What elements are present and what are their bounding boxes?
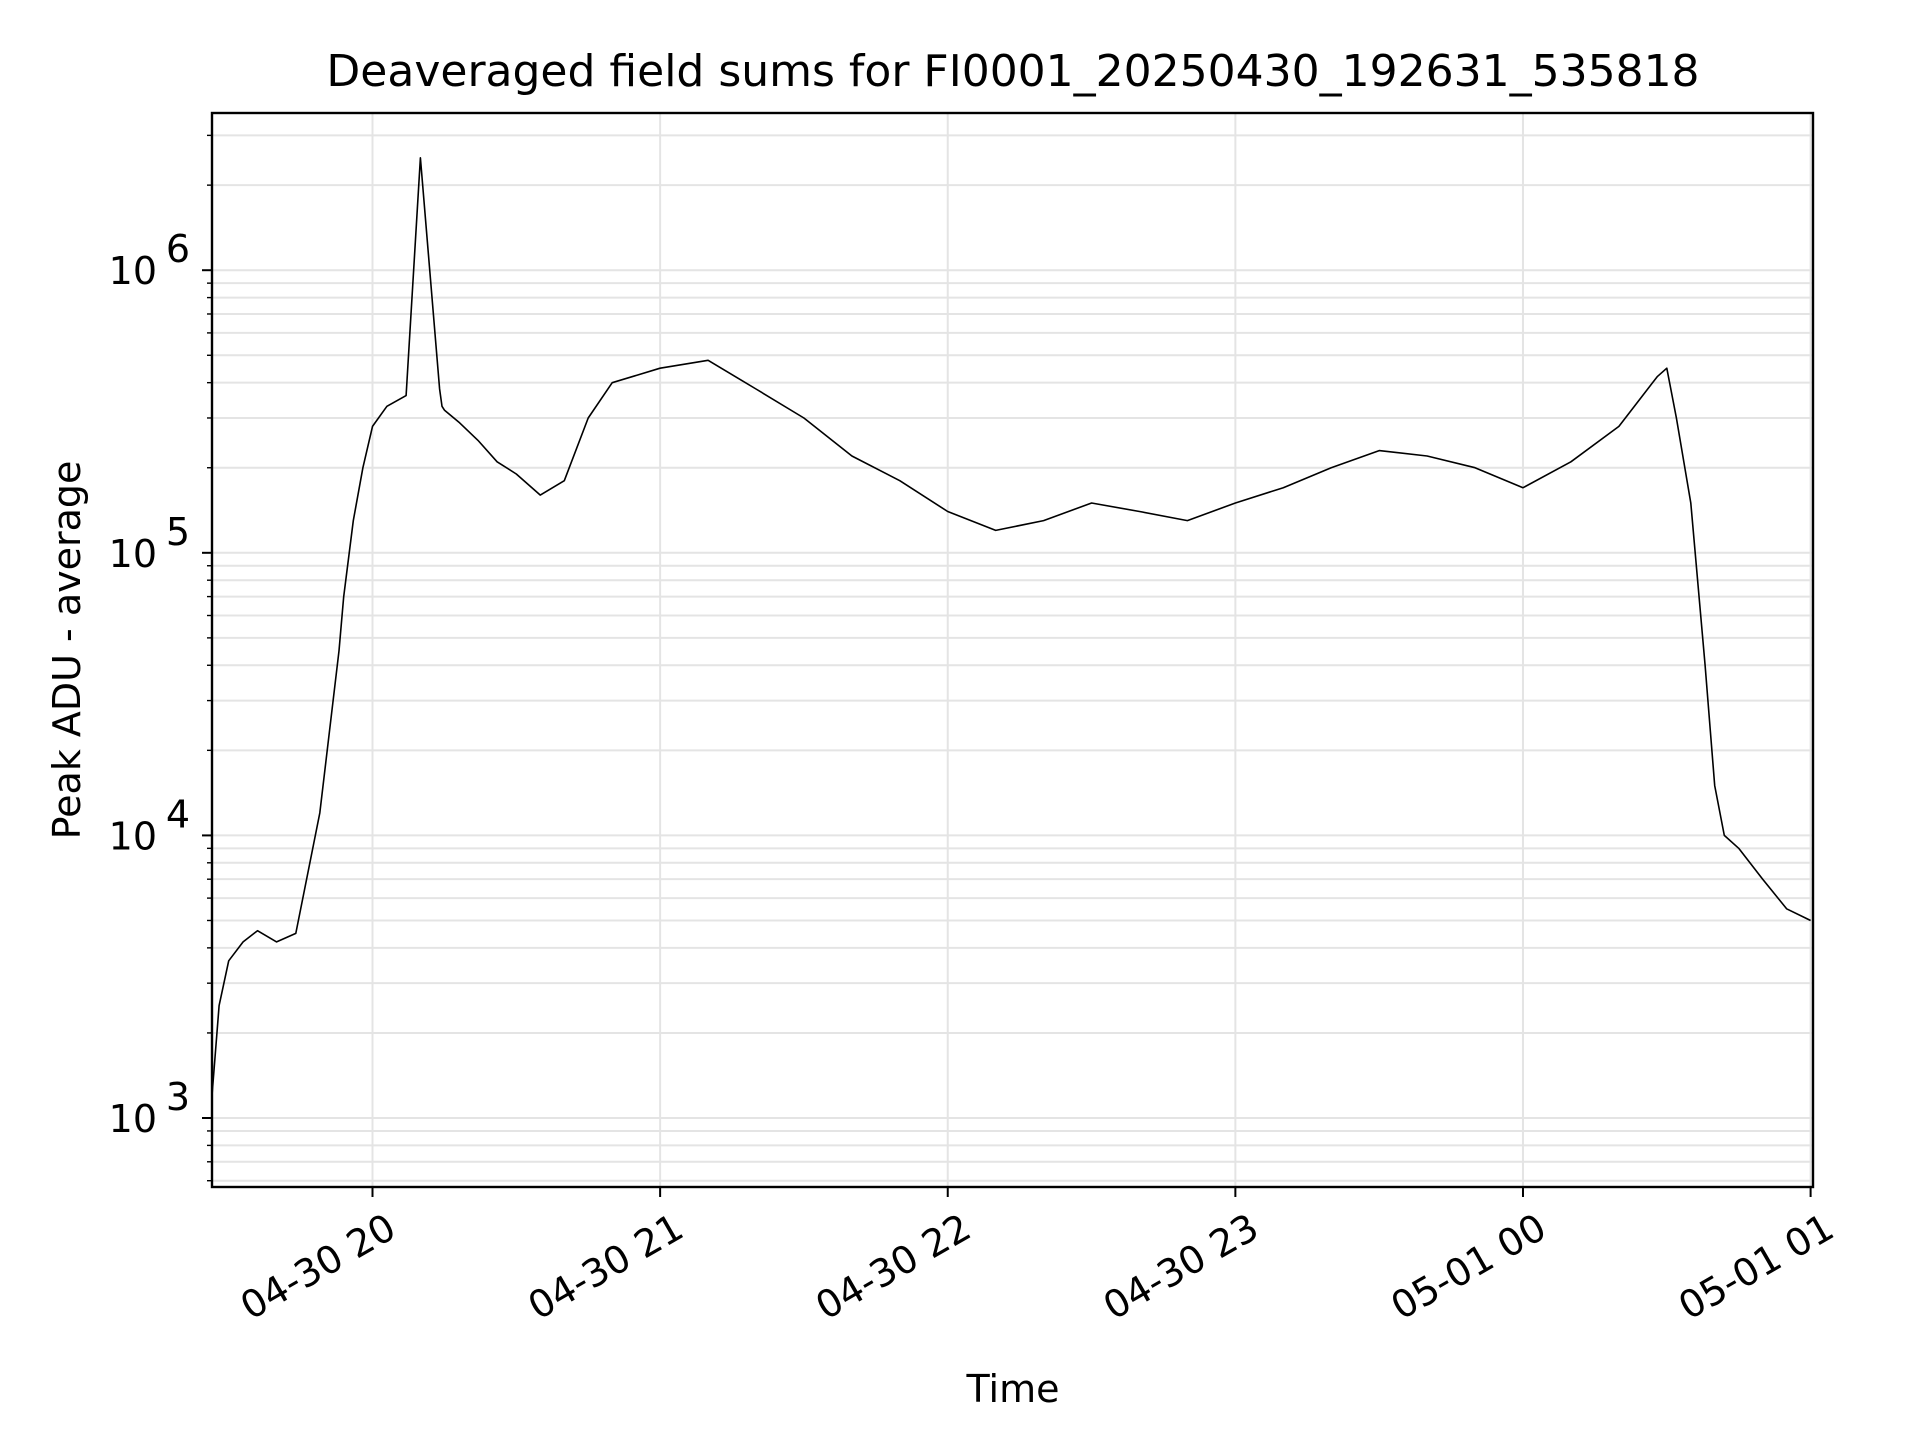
plot-area-frame xyxy=(210,111,1815,1189)
y-tick-label: 10 xyxy=(109,814,157,858)
x-axis-label: Time xyxy=(966,1367,1060,1411)
y-tick-label: 10 xyxy=(109,249,157,293)
y-tick-exponent: 6 xyxy=(166,227,190,271)
grid-lines xyxy=(212,113,1813,1187)
y-tick-label: 10 xyxy=(109,532,157,576)
series-line xyxy=(211,157,1811,1096)
y-axis-label: Peak ADU - average xyxy=(45,461,89,840)
y-tick-exponent: 4 xyxy=(166,792,190,836)
y-tick-label: 10 xyxy=(109,1097,157,1141)
y-tick-exponent: 5 xyxy=(166,510,190,554)
y-tick-exponent: 3 xyxy=(166,1075,190,1119)
chart-title: Deaveraged field sums for FI0001_2025043… xyxy=(326,46,1699,97)
